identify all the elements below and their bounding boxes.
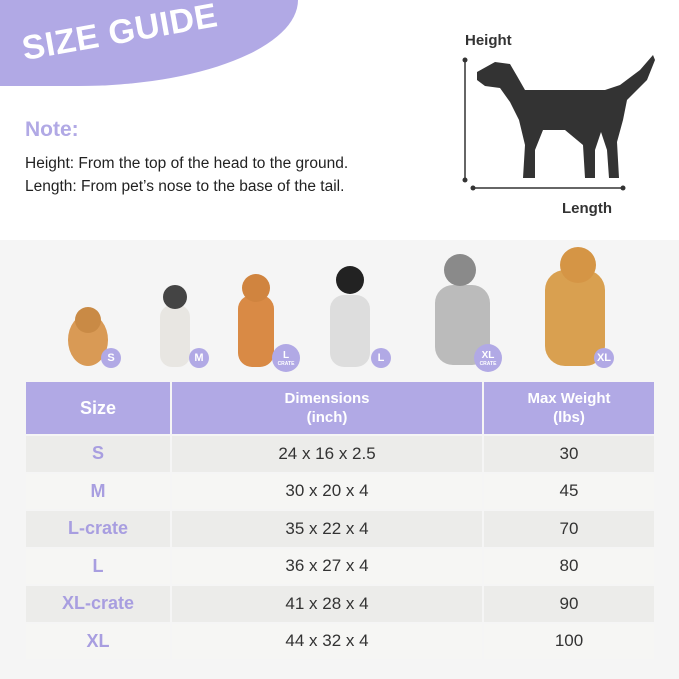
badge-text: XL [481, 349, 495, 361]
table-row: M 30 x 20 x 4 45 [26, 473, 654, 509]
size-badge-l: L [371, 348, 391, 368]
dimensions-cell: 30 x 20 x 4 [172, 473, 482, 509]
note-label: Note: [25, 118, 79, 141]
note-text: Height: From the top of the head to the … [25, 152, 348, 198]
weight-cell: 70 [484, 511, 654, 547]
size-badge-s: S [101, 348, 121, 368]
size-cell: XL-crate [26, 586, 170, 622]
french-bulldog-image [160, 285, 190, 367]
weight-cell: 80 [484, 548, 654, 584]
size-badge-l-crate: L CRATE [272, 344, 300, 372]
size-cell: L-crate [26, 511, 170, 547]
badge-text: M [194, 352, 204, 364]
badge-text: L [282, 349, 290, 361]
dog-silhouette-icon [477, 55, 655, 178]
size-cell: L [26, 548, 170, 584]
weight-cell: 30 [484, 436, 654, 472]
golden-retriever-image [545, 247, 605, 366]
height-note: Height: From the top of the head to the … [25, 155, 349, 172]
dimensions-cell: 35 x 22 x 4 [172, 511, 482, 547]
header-weight-label: Max Weight [527, 390, 611, 407]
australian-shepherd-image [435, 254, 490, 365]
badge-text: L [377, 352, 385, 364]
badge-text: S [107, 352, 115, 364]
header-weight-unit: (lbs) [553, 409, 585, 426]
weight-cell: 45 [484, 473, 654, 509]
badge-text: XL [596, 352, 612, 364]
table-row: XL 44 x 32 x 4 100 [26, 623, 654, 659]
border-collie-image [330, 266, 370, 367]
table-row: L-crate 35 x 22 x 4 70 [26, 511, 654, 547]
dimensions-cell: 44 x 32 x 4 [172, 623, 482, 659]
table-header-row: Size Dimensions (inch) Max Weight (lbs) [26, 382, 654, 434]
header-dimensions-unit: (inch) [306, 409, 348, 426]
header-dimensions-label: Dimensions [284, 390, 370, 407]
pomeranian-image [68, 307, 108, 366]
badge-subtext: CRATE [479, 360, 497, 367]
badge-subtext: CRATE [277, 360, 295, 367]
header-section: SIZE GUIDE Note: Height: From the top of… [0, 0, 679, 240]
weight-cell: 100 [484, 623, 654, 659]
size-badge-m: M [189, 348, 209, 368]
dimensions-cell: 24 x 16 x 2.5 [172, 436, 482, 472]
size-cell: M [26, 473, 170, 509]
height-label: Height [465, 32, 512, 49]
dimensions-cell: 41 x 28 x 4 [172, 586, 482, 622]
dog-photos [68, 247, 605, 367]
size-badge-xl-crate: XL CRATE [474, 344, 502, 372]
table-row: L 36 x 27 x 4 80 [26, 548, 654, 584]
length-note: Length: From pet’s nose to the base of t… [25, 178, 345, 195]
weight-cell: 90 [484, 586, 654, 622]
dog-silhouette-diagram [462, 55, 655, 191]
table-row: S 24 x 16 x 2.5 30 [26, 436, 654, 472]
table-row: XL-crate 41 x 28 x 4 90 [26, 586, 654, 622]
header-max-weight: Max Weight (lbs) [484, 382, 654, 434]
length-label: Length [562, 200, 612, 217]
shiba-inu-image [238, 274, 274, 367]
size-cell: S [26, 436, 170, 472]
header-size: Size [26, 382, 170, 434]
size-badge-xl: XL [594, 348, 614, 368]
header-dimensions: Dimensions (inch) [172, 382, 482, 434]
size-cell: XL [26, 623, 170, 659]
dimensions-cell: 36 x 27 x 4 [172, 548, 482, 584]
